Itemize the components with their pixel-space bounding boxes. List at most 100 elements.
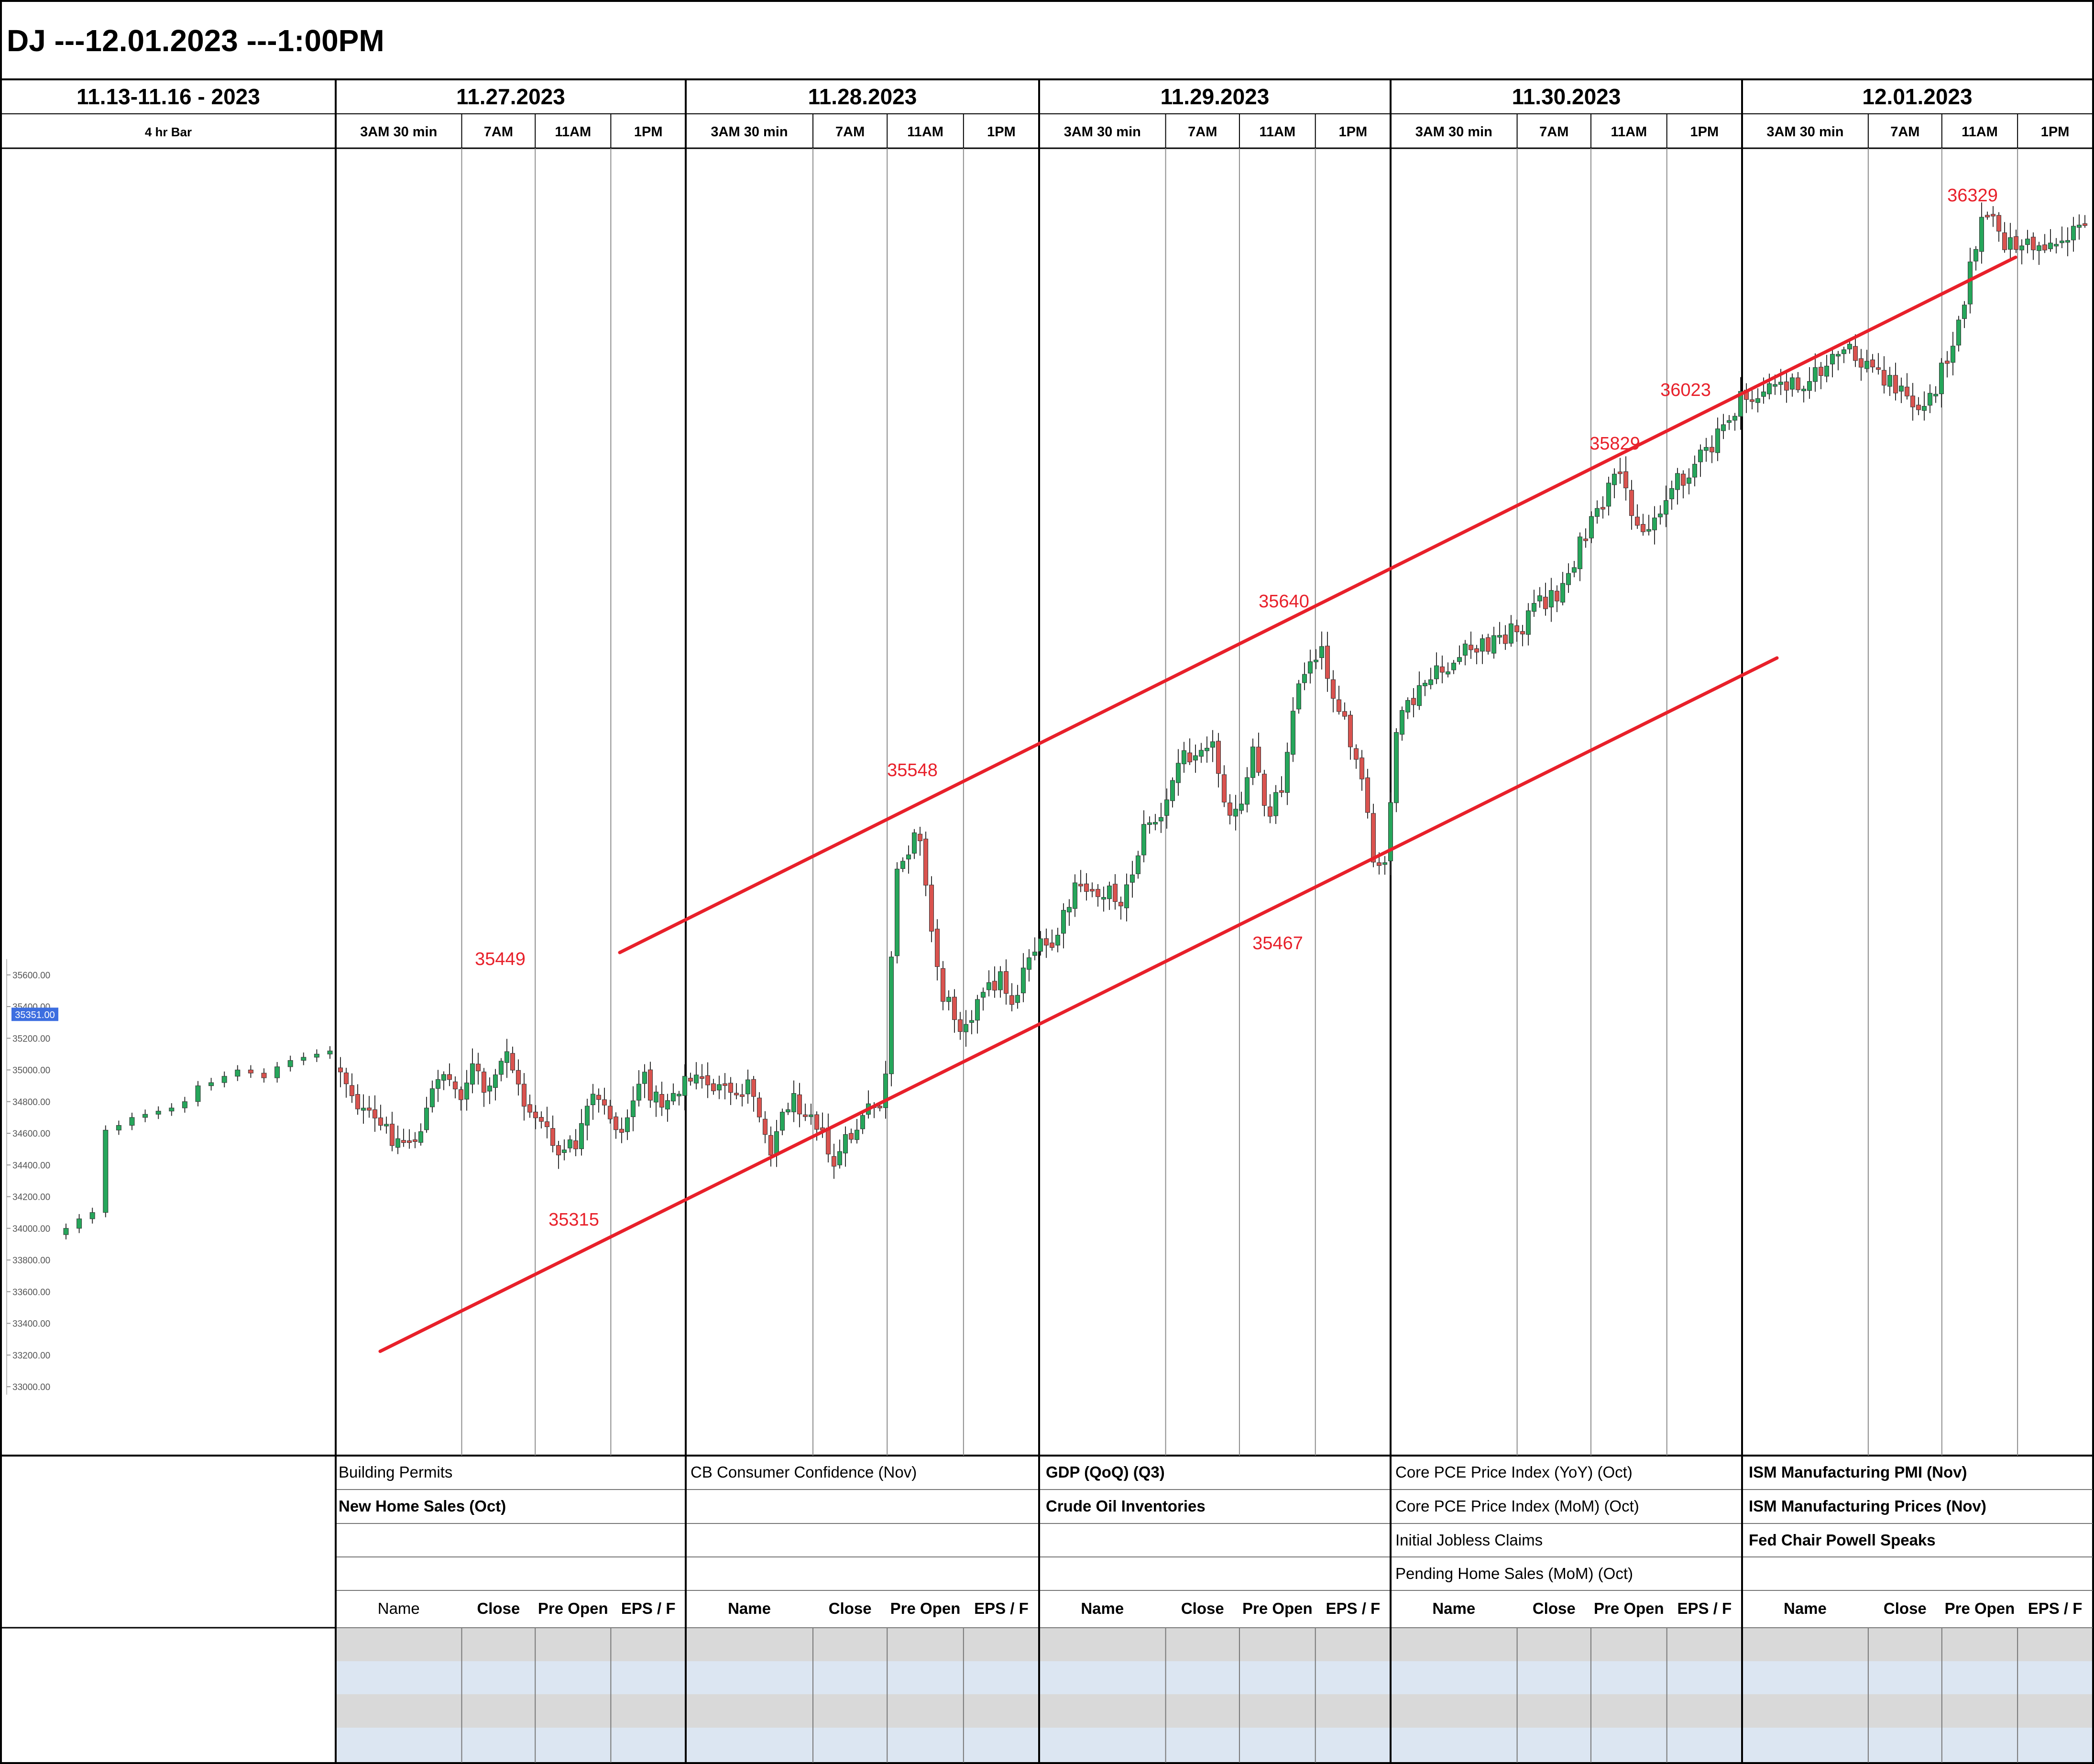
candle-body — [350, 1085, 354, 1096]
candle-body — [1250, 746, 1255, 778]
candle-body — [694, 1074, 699, 1084]
candle-body — [596, 1095, 601, 1100]
candle-body — [602, 1099, 607, 1106]
earnings-row-fill — [1039, 1628, 1391, 1661]
candle-body — [1578, 537, 1582, 570]
candle-body — [923, 838, 928, 886]
current-price-label: 35351.00 — [15, 1010, 55, 1020]
subheader-label: 7AM — [835, 124, 865, 140]
earnings-header: Close — [477, 1600, 520, 1617]
candle-body — [1669, 488, 1674, 499]
candle-body — [883, 1074, 888, 1108]
candle-body — [1210, 741, 1215, 748]
candle-body — [659, 1094, 664, 1108]
candle-body — [1784, 381, 1789, 391]
subheader-label: 1PM — [1690, 124, 1719, 140]
annotation-low: 35467 — [1252, 933, 1303, 953]
candle-body — [287, 1060, 293, 1067]
candle-body — [361, 1107, 366, 1111]
candle-body — [338, 1067, 343, 1073]
candle-body — [1359, 757, 1364, 779]
candle-body — [373, 1109, 377, 1118]
candle-body — [1796, 377, 1800, 390]
candle-body — [413, 1139, 417, 1142]
candle-body — [470, 1063, 475, 1085]
candle-body — [1928, 393, 1932, 406]
candle-body — [1032, 952, 1037, 956]
candle-body — [1842, 349, 1846, 354]
candle-body — [1405, 700, 1410, 712]
candle-body — [301, 1057, 307, 1061]
candle-body — [723, 1083, 727, 1086]
candle-body — [482, 1072, 486, 1093]
subheader-label: 4 hr Bar — [145, 125, 192, 139]
candle-body — [77, 1218, 82, 1229]
event-label: GDP (QoQ) (Q3) — [1046, 1463, 1165, 1481]
date-header: 11.13-11.16 - 2023 — [77, 84, 260, 109]
candle-body — [918, 833, 922, 842]
candle-body — [1790, 377, 1795, 390]
candle-body — [1319, 646, 1324, 658]
candle-body — [143, 1114, 148, 1118]
candle-body — [2083, 223, 2087, 226]
candle-body — [1905, 386, 1909, 396]
candle-body — [1078, 884, 1083, 887]
candle-body — [1377, 862, 1381, 866]
candle-body — [1187, 752, 1192, 763]
candle-body — [964, 1024, 968, 1032]
candle-body — [1118, 902, 1123, 907]
candle-body — [1050, 942, 1054, 948]
candle-body — [614, 1116, 618, 1130]
candle-body — [654, 1092, 658, 1103]
candle-body — [929, 885, 934, 932]
candle-body — [1382, 862, 1387, 865]
candle-body — [1830, 354, 1835, 364]
candle-body — [757, 1097, 762, 1118]
earnings-header: EPS / F — [1326, 1600, 1381, 1617]
candle-body — [1096, 889, 1100, 897]
candle-body — [1015, 995, 1020, 1003]
candle-body — [1933, 394, 1938, 396]
y-tick-label: 35600.00 — [12, 971, 50, 981]
candle-body — [1595, 508, 1600, 517]
subheader-label: 3AM 30 min — [360, 124, 437, 140]
candle-body — [958, 1019, 963, 1032]
candle-body — [1738, 391, 1743, 417]
candle-body — [1853, 346, 1858, 361]
candle-body — [1101, 897, 1106, 900]
candle-body — [952, 997, 957, 1020]
candle-body — [1951, 346, 1955, 363]
candle-body — [1331, 679, 1336, 699]
y-tick-label: 33200.00 — [12, 1351, 50, 1361]
candle-body — [1589, 516, 1594, 538]
candle-body — [1773, 384, 1777, 387]
candle-body — [418, 1131, 423, 1143]
candle-body — [2060, 241, 2064, 243]
candle-body — [1273, 792, 1278, 816]
candle-body — [912, 832, 917, 854]
earnings-header: EPS / F — [621, 1600, 676, 1617]
candle-body — [832, 1156, 836, 1167]
candle-body — [768, 1135, 773, 1156]
current-price-tag — [11, 1008, 58, 1021]
candle-body — [1819, 367, 1823, 376]
earnings-header: EPS / F — [1677, 1600, 1732, 1617]
candle-body — [648, 1069, 653, 1101]
y-tick-label: 33000.00 — [12, 1382, 50, 1392]
candle-body — [1491, 635, 1496, 654]
candle-body — [763, 1118, 767, 1135]
y-tick-label: 34800.00 — [12, 1097, 50, 1107]
event-label: CB Consumer Confidence (Nov) — [691, 1463, 917, 1481]
candle-body — [327, 1051, 333, 1054]
earnings-row-fill — [686, 1661, 1039, 1694]
earnings-header: Name — [1081, 1600, 1124, 1617]
candle-body — [946, 997, 951, 1002]
candle-body — [401, 1140, 406, 1143]
price-annotations: 35449 35315 35548 35640 35467 35829 36023 36329 — [475, 186, 1998, 1230]
y-tick-label: 34600.00 — [12, 1129, 50, 1139]
candlestick-series — [63, 202, 2087, 1239]
earnings-header: Close — [1884, 1600, 1927, 1617]
candle-body — [367, 1107, 372, 1111]
